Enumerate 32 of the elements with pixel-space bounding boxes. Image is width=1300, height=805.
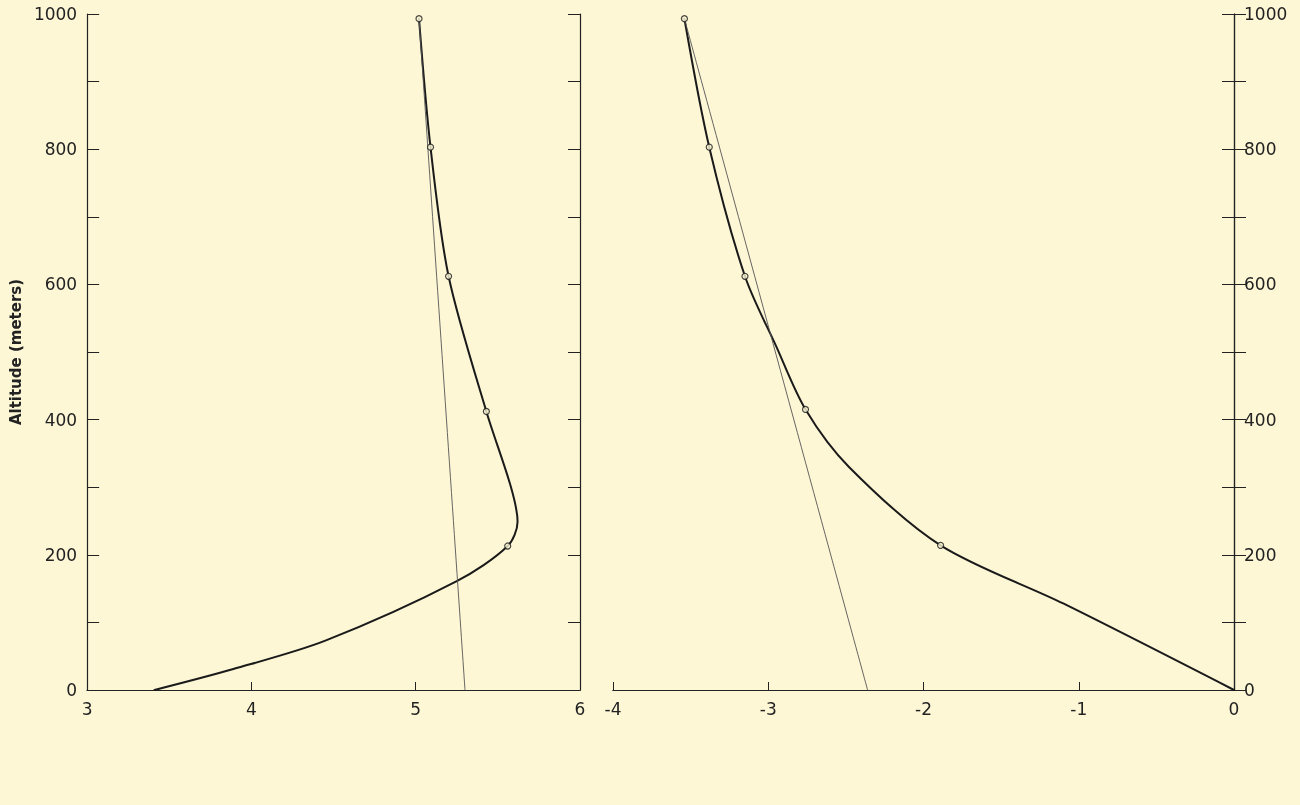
y-tick-label: 600 — [1244, 274, 1277, 295]
x-tick-label: 0 — [1228, 698, 1240, 719]
point — [444, 272, 453, 280]
x-tick-label: 5 — [410, 698, 422, 719]
point — [415, 15, 423, 23]
point — [741, 272, 749, 280]
y-axis-title: Altitude (meters) — [6, 278, 25, 426]
y-tick-label: 400 — [1244, 409, 1277, 430]
point — [426, 143, 435, 151]
x-tick-label: 4 — [246, 698, 257, 719]
y-tick-label: 800 — [1244, 139, 1277, 160]
x-tick-label: 3 — [81, 698, 93, 719]
x-tick-label: 6 — [574, 698, 586, 719]
y-tick-label: 200 — [44, 544, 78, 565]
y-tick-label: 800 — [44, 139, 78, 160]
y-tick-label: 200 — [1244, 544, 1277, 565]
x-tick-label: -3 — [759, 698, 777, 719]
x-tick-label: -2 — [915, 698, 932, 719]
y-tick-label: 0 — [1244, 680, 1255, 700]
point — [680, 15, 689, 23]
y-tick-label: 600 — [44, 274, 78, 295]
point — [482, 407, 490, 416]
x-tick-label: -1 — [1070, 698, 1088, 719]
x-tick-label: -4 — [604, 698, 622, 719]
y-tick-label: 1000 — [33, 4, 78, 24]
point — [936, 541, 945, 549]
point — [504, 542, 512, 550]
y-tick-label: 0 — [66, 680, 78, 700]
y-tick-label: 400 — [44, 409, 78, 430]
y-tick-label: 1000 — [1244, 4, 1288, 24]
point — [801, 405, 810, 414]
point — [705, 143, 713, 151]
